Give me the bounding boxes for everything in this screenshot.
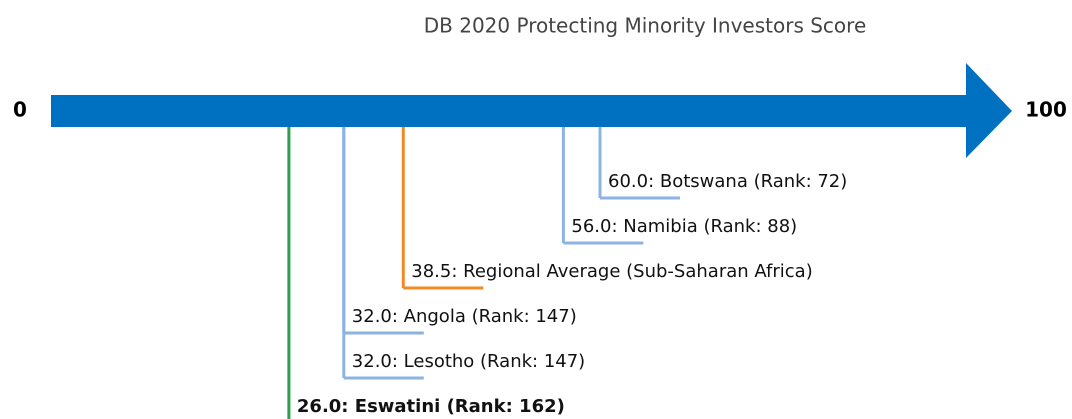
value-label: 32.0: Angola (Rank: 147) [352,306,577,327]
value-label: 26.0: Eswatini (Rank: 162) [297,396,565,417]
chart-title: DB 2020 Protecting Minority Investors Sc… [424,14,867,38]
value-label: 60.0: Botswana (Rank: 72) [608,171,847,192]
value-label: 56.0: Namibia (Rank: 88) [571,216,797,237]
value-label: 32.0: Lesotho (Rank: 147) [352,351,585,372]
axis-arrow [51,63,1012,158]
value-label: 38.5: Regional Average (Sub-Saharan Afri… [411,261,812,282]
tick-label: 100 [1025,98,1067,122]
tick-label: 0 [13,98,27,122]
